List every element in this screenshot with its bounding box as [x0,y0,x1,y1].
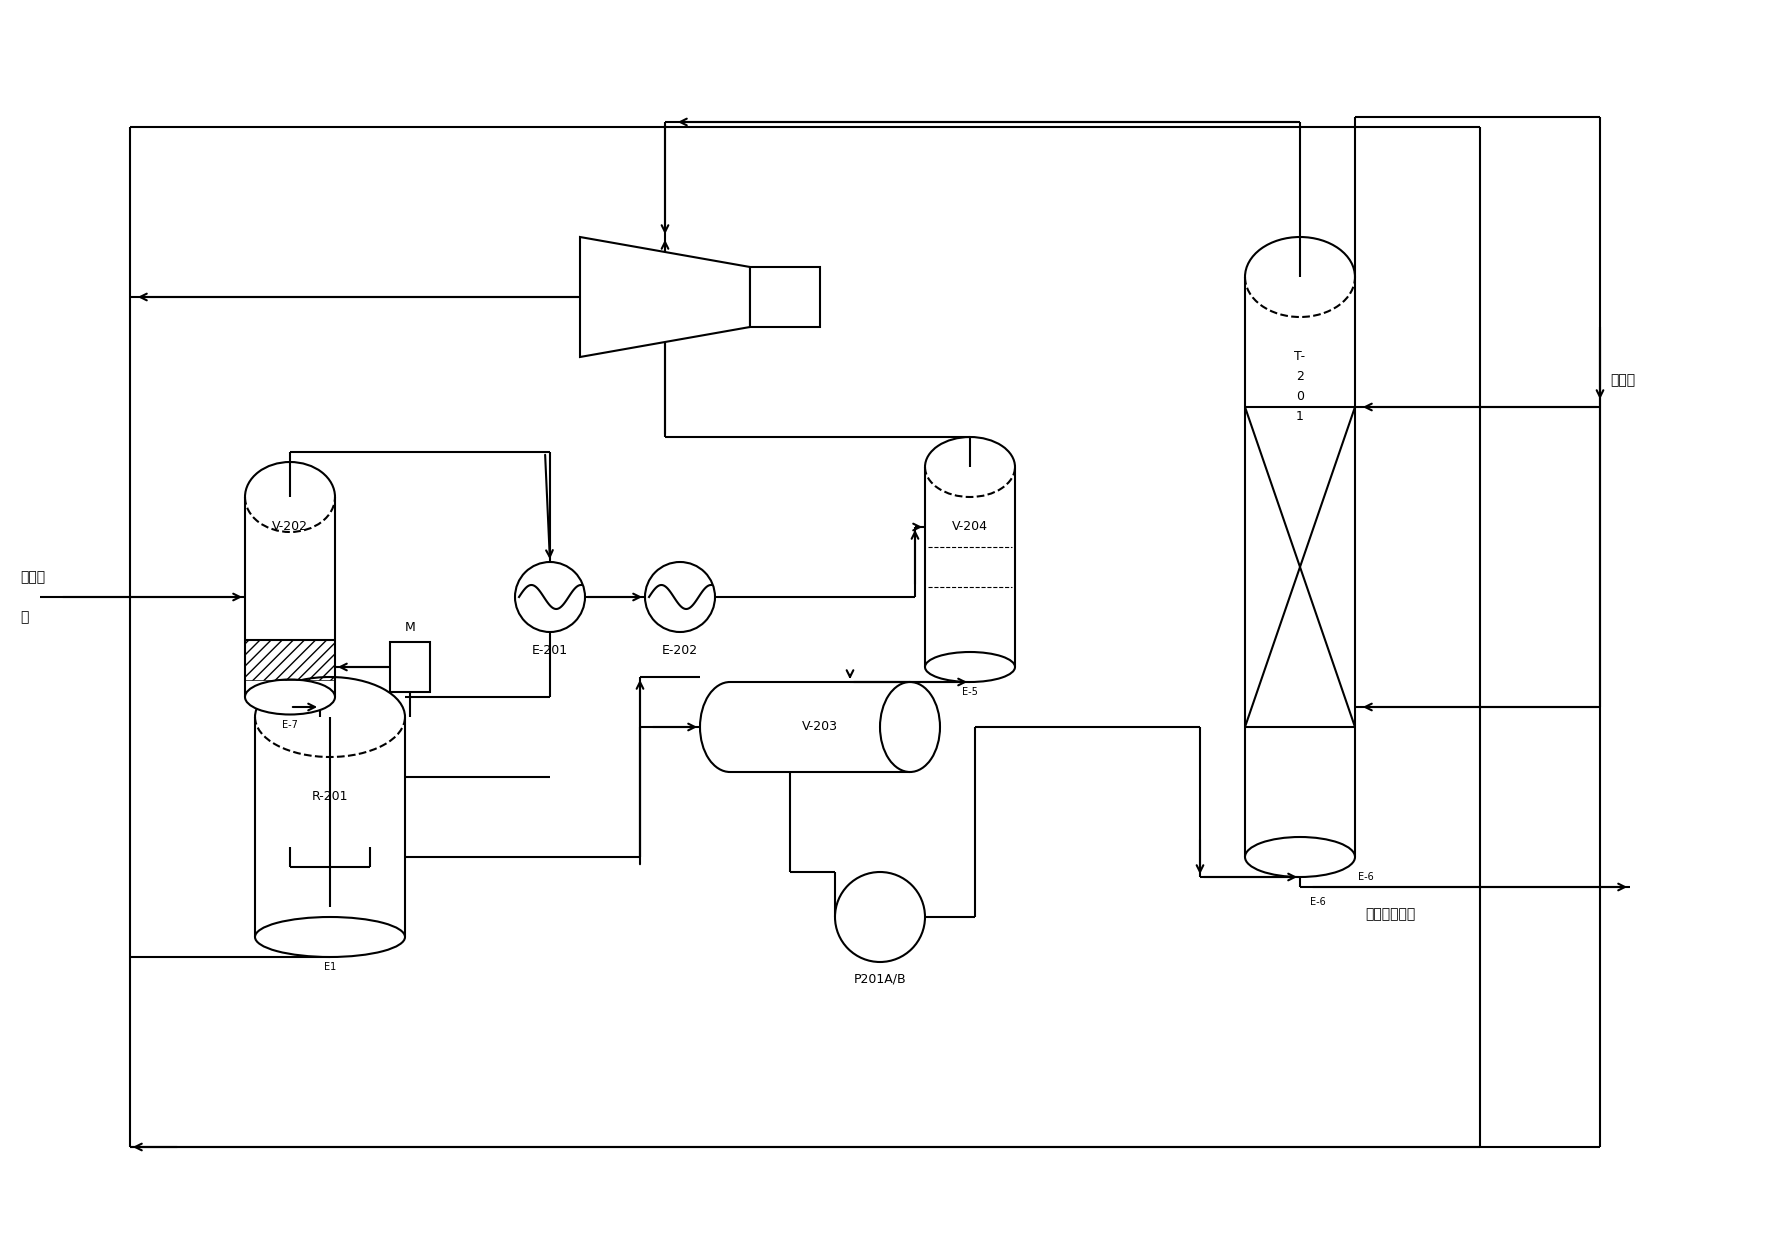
Text: 0: 0 [1295,390,1304,404]
Text: V-204: V-204 [952,520,989,534]
Text: P201A/B: P201A/B [854,971,905,985]
Text: 界外乙: 界外乙 [19,570,44,584]
Text: V-202: V-202 [271,520,308,534]
Ellipse shape [925,652,1015,682]
Text: 合成气: 合成气 [1611,373,1636,387]
Bar [245,640,335,680]
Bar [390,642,431,692]
Text: E-202: E-202 [663,643,698,657]
Ellipse shape [245,680,335,715]
Ellipse shape [1246,837,1356,877]
Ellipse shape [255,917,406,956]
Text: C-201: C-201 [647,291,684,303]
Text: 粗丙醛去精馏: 粗丙醛去精馏 [1364,907,1416,922]
Text: 烯: 烯 [19,610,28,624]
Text: E-6: E-6 [1310,897,1325,907]
Text: E-201: E-201 [532,643,569,657]
Text: R-201: R-201 [312,791,349,803]
Polygon shape [579,237,750,357]
Circle shape [645,562,714,632]
Text: 2: 2 [1295,370,1304,384]
Circle shape [516,562,585,632]
Bar [750,267,820,327]
Circle shape [835,872,925,961]
Text: V-203: V-203 [803,721,838,733]
Text: E-5: E-5 [962,687,978,697]
Text: E-6: E-6 [1357,872,1373,882]
Text: T-: T- [1294,350,1306,363]
Text: E-7: E-7 [282,720,298,729]
Ellipse shape [881,682,939,772]
Text: M: M [404,621,415,633]
Text: E1: E1 [324,961,337,971]
Text: 1: 1 [1295,410,1304,424]
